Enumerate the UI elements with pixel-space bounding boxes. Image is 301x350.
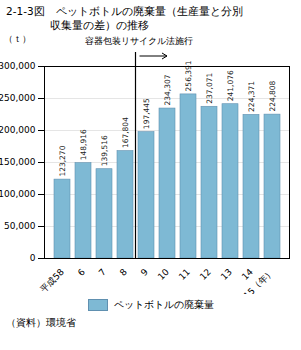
svg-text:300,000: 300,000 bbox=[0, 61, 36, 71]
svg-text:250,000: 250,000 bbox=[0, 93, 36, 103]
svg-text:14: 14 bbox=[240, 267, 255, 282]
svg-text:100,000: 100,000 bbox=[0, 189, 36, 199]
svg-text:11: 11 bbox=[177, 267, 192, 282]
svg-text:（ｔ）: （ｔ） bbox=[4, 34, 31, 44]
svg-text:224,371: 224,371 bbox=[247, 81, 256, 112]
svg-text:237,071: 237,071 bbox=[205, 73, 214, 104]
svg-text:容器包装リサイクル法施行: 容器包装リサイクル法施行 bbox=[85, 36, 193, 46]
svg-text:15（年）: 15（年） bbox=[242, 267, 276, 294]
svg-text:224,808: 224,808 bbox=[268, 80, 277, 111]
html-text:2-1-3図 ペットボトルの廃棄量（生産量と分別: 2-1-3図 ペットボトルの廃棄量（生産量と分別 bbox=[6, 5, 243, 17]
svg-text:200,000: 200,000 bbox=[0, 125, 36, 135]
svg-text:148,916: 148,916 bbox=[79, 129, 88, 160]
svg-text:7: 7 bbox=[97, 267, 108, 278]
svg-text:241,076: 241,076 bbox=[226, 70, 235, 101]
svg-text:10: 10 bbox=[156, 267, 171, 282]
svg-text:150,000: 150,000 bbox=[0, 157, 36, 167]
svg-text:8: 8 bbox=[118, 267, 129, 278]
html-text:収集量の差）の推移: 収集量の差）の推移 bbox=[6, 19, 149, 31]
svg-text:6: 6 bbox=[76, 267, 87, 278]
html-text:ペットボトルの廃棄量: ペットボトルの廃棄量 bbox=[113, 299, 214, 310]
svg-text:256,391: 256,391 bbox=[184, 60, 193, 91]
svg-text:234,307: 234,307 bbox=[163, 74, 172, 105]
svg-text:197,445: 197,445 bbox=[142, 98, 151, 129]
svg-text:13: 13 bbox=[219, 267, 234, 282]
svg-text:平成58: 平成58 bbox=[38, 267, 66, 294]
svg-text:139,516: 139,516 bbox=[100, 135, 109, 166]
svg-text:50,000: 50,000 bbox=[4, 221, 36, 231]
svg-text:123,270: 123,270 bbox=[58, 145, 67, 176]
svg-text:12: 12 bbox=[198, 267, 213, 282]
html-text:（資料）環境省: （資料）環境省 bbox=[6, 317, 76, 328]
svg-text:167,804: 167,804 bbox=[121, 117, 130, 148]
svg-text:9: 9 bbox=[139, 267, 150, 278]
svg-text:0: 0 bbox=[30, 253, 36, 263]
